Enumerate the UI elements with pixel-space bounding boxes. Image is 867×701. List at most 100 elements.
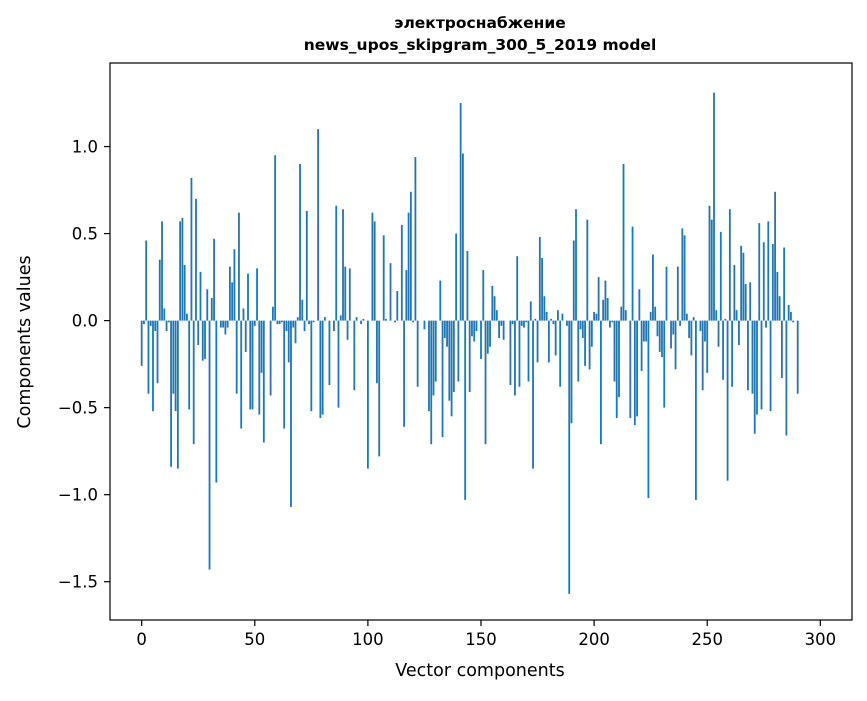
- y-tick-label: 1.0: [72, 138, 98, 157]
- bar-282: [779, 296, 781, 320]
- bar-152: [485, 321, 487, 445]
- bar-137: [451, 321, 453, 417]
- bar-8: [159, 260, 161, 321]
- bar-32: [213, 239, 215, 321]
- bar-184: [557, 310, 559, 320]
- bar-269: [749, 282, 751, 320]
- bar-36: [222, 321, 224, 328]
- bar-132: [439, 281, 441, 321]
- bar-42: [236, 321, 238, 394]
- bar-273: [758, 223, 760, 320]
- x-tick-label: 300: [805, 630, 837, 649]
- bar-200: [593, 312, 595, 321]
- x-tick-label: 50: [244, 630, 265, 649]
- x-tick-label: 150: [465, 630, 497, 649]
- bar-245: [695, 321, 697, 500]
- bar-234: [670, 321, 672, 349]
- bar-139: [455, 234, 457, 321]
- bar-31: [211, 298, 213, 321]
- bar-64: [286, 321, 288, 331]
- bar-75: [310, 321, 312, 412]
- bar-288: [792, 321, 794, 323]
- bar-11: [166, 321, 168, 331]
- bar-19: [184, 265, 186, 321]
- bar-72: [304, 321, 306, 331]
- bar-239: [681, 228, 683, 320]
- bar-81: [324, 317, 326, 320]
- bar-4: [150, 321, 152, 326]
- bar-230: [661, 321, 663, 358]
- bar-105: [378, 321, 380, 457]
- bar-27: [202, 321, 204, 361]
- bar-159: [500, 321, 502, 326]
- bar-107: [383, 235, 385, 320]
- bar-29: [206, 289, 208, 320]
- bar-232: [666, 267, 668, 321]
- bar-135: [446, 321, 448, 347]
- bar-2: [145, 241, 147, 321]
- bar-228: [657, 321, 659, 337]
- bar-252: [711, 220, 713, 321]
- bar-51: [256, 268, 258, 320]
- bar-104: [376, 321, 378, 384]
- bar-103: [374, 221, 376, 320]
- bar-189: [568, 321, 570, 594]
- bar-266: [743, 253, 745, 321]
- bar-191: [573, 241, 575, 321]
- bar-92: [349, 268, 351, 320]
- bar-206: [607, 298, 609, 321]
- bar-264: [738, 321, 740, 345]
- bar-118: [408, 213, 410, 321]
- bar-138: [453, 321, 455, 392]
- bar-169: [523, 321, 525, 328]
- bar-262: [733, 265, 735, 321]
- bar-218: [634, 321, 636, 425]
- bar-120: [412, 321, 414, 323]
- bar-173: [532, 321, 534, 469]
- bar-231: [663, 321, 665, 408]
- bar-88: [340, 315, 342, 320]
- bar-179: [546, 312, 548, 321]
- bar-136: [448, 321, 450, 401]
- bar-102: [372, 213, 374, 321]
- y-tick-label: −0.5: [58, 399, 98, 418]
- bar-166: [516, 256, 518, 320]
- bar-33: [215, 321, 217, 483]
- bar-50: [254, 321, 256, 326]
- bar-151: [482, 270, 484, 320]
- bar-195: [582, 321, 584, 338]
- bar-217: [632, 227, 634, 321]
- bar-95: [356, 317, 358, 320]
- bar-144: [467, 251, 469, 321]
- bar-70: [299, 164, 301, 321]
- bar-280: [774, 192, 776, 321]
- bar-260: [729, 209, 731, 320]
- bar-279: [772, 244, 774, 321]
- bar-5: [152, 321, 154, 412]
- bar-247: [700, 321, 702, 331]
- x-tick-label: 100: [352, 630, 384, 649]
- bar-40: [231, 282, 233, 320]
- bar-156: [494, 296, 496, 320]
- bar-214: [625, 310, 627, 320]
- bar-58: [272, 307, 274, 321]
- bar-174: [534, 319, 536, 321]
- bar-164: [512, 321, 514, 324]
- bar-194: [580, 321, 582, 330]
- bar-226: [652, 254, 654, 320]
- bar-182: [552, 321, 554, 324]
- bar-12: [168, 321, 170, 323]
- bar-80: [322, 321, 324, 415]
- bar-121: [414, 157, 416, 321]
- bar-240: [684, 235, 686, 320]
- bar-222: [643, 321, 645, 342]
- bar-178: [543, 296, 545, 320]
- bar-74: [308, 321, 310, 324]
- bar-172: [530, 301, 532, 320]
- bar-71: [301, 300, 303, 321]
- bar-227: [654, 307, 656, 321]
- bar-220: [638, 289, 640, 320]
- bar-202: [598, 277, 600, 321]
- bar-38: [227, 321, 229, 328]
